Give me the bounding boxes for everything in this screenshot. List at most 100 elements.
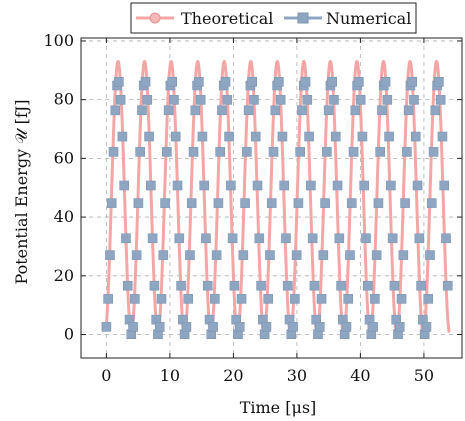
numerical-point <box>211 250 222 260</box>
numerical-point <box>330 131 341 142</box>
numerical-point <box>197 131 208 142</box>
numerical-point <box>147 233 158 244</box>
x-tick-label: 0 <box>101 366 111 385</box>
numerical-point <box>188 147 199 157</box>
numerical-point <box>243 105 254 116</box>
numerical-point <box>368 322 378 332</box>
numerical-point <box>250 131 261 142</box>
numerical-point <box>130 294 140 304</box>
numerical-point <box>398 250 409 260</box>
numerical-point <box>236 294 247 304</box>
numerical-point <box>169 95 179 105</box>
numerical-point <box>288 322 298 332</box>
numerical-point <box>213 198 224 208</box>
numerical-point <box>410 131 421 142</box>
numerical-point <box>117 131 128 142</box>
numerical-point <box>174 233 185 244</box>
numerical-point <box>268 147 279 157</box>
numerical-point <box>295 147 306 157</box>
numerical-point <box>380 77 391 87</box>
numerical-point <box>414 233 425 244</box>
numerical-point <box>304 131 314 142</box>
numerical-point <box>316 294 327 304</box>
y-tick-label: 20 <box>54 266 74 285</box>
y-tick-label: 100 <box>43 31 74 50</box>
numerical-point <box>256 280 266 291</box>
numerical-point <box>266 198 277 208</box>
numerical-point <box>442 280 453 291</box>
numerical-point <box>238 250 249 260</box>
theoretical-line <box>104 59 451 337</box>
numerical-point <box>167 77 177 87</box>
plot-frame <box>80 37 463 359</box>
numerical-point <box>314 322 325 332</box>
numerical-point <box>354 77 364 87</box>
numerical-point <box>327 77 338 87</box>
numerical-point <box>229 280 240 291</box>
numerical-point <box>441 233 451 244</box>
numerical-point <box>361 233 371 244</box>
numerical-point <box>307 233 318 244</box>
numerical-point <box>346 198 357 208</box>
numerical-point <box>334 233 345 244</box>
numerical-point <box>345 250 355 260</box>
numerical-point <box>403 105 414 116</box>
numerical-point <box>119 180 129 191</box>
numerical-point <box>115 95 126 105</box>
numerical-point <box>110 105 121 116</box>
numerical-point <box>108 147 119 157</box>
y-tick-label: 80 <box>54 90 74 109</box>
x-ticks: 0 10 20 30 40 50 <box>101 38 434 385</box>
numerical-point <box>423 294 434 304</box>
numerical-point <box>370 294 380 304</box>
x-axis-title: Time [μs] <box>240 398 317 417</box>
numerical-point <box>407 77 418 87</box>
x-tick-label: 20 <box>223 366 243 385</box>
x-tick-label: 50 <box>414 366 434 385</box>
numerical-point <box>300 77 311 87</box>
numerical-point <box>162 147 172 157</box>
numerical-point <box>270 105 281 116</box>
numerical-point <box>160 198 170 208</box>
legend-box <box>130 2 417 34</box>
y-tick-label: 60 <box>54 148 74 167</box>
numerical-point <box>281 233 291 244</box>
numerical-point <box>416 280 426 291</box>
numerical-point <box>101 322 112 332</box>
y-tick-label: 40 <box>54 207 74 226</box>
numerical-point <box>144 131 154 142</box>
y-tick-label: 0 <box>64 325 74 344</box>
numerical-point <box>291 250 302 260</box>
numerical-point <box>220 77 231 87</box>
numerical-point <box>181 322 192 332</box>
numerical-point <box>195 95 206 105</box>
y-axis-title: Potential Energy 𝒰 [fJ] <box>12 99 31 284</box>
numerical-point <box>202 280 213 291</box>
numerical-point <box>322 147 332 157</box>
numerical-point <box>309 280 320 291</box>
numerical-point <box>154 322 165 332</box>
numerical-point <box>389 280 400 291</box>
numerical-point <box>122 280 133 291</box>
numerical-point <box>279 180 290 191</box>
numerical-point <box>387 233 398 244</box>
numerical-point <box>265 250 275 260</box>
numerical-point <box>323 105 334 116</box>
numerical-point <box>394 322 405 332</box>
numerical-point <box>348 147 359 157</box>
numerical-point <box>254 233 265 244</box>
numerical-point <box>282 280 293 291</box>
legend-theoretical-marker <box>149 12 161 24</box>
numerical-point <box>428 147 439 157</box>
numerical-point <box>386 180 396 191</box>
numerical-point <box>149 280 160 291</box>
numerical-point <box>234 322 245 332</box>
numerical-point <box>439 180 450 191</box>
numerical-point <box>135 147 145 157</box>
numerical-point <box>146 180 156 191</box>
numerical-point <box>185 250 195 260</box>
numerical-point <box>434 77 444 87</box>
axes-box <box>80 37 463 359</box>
numerical-point <box>128 322 138 332</box>
